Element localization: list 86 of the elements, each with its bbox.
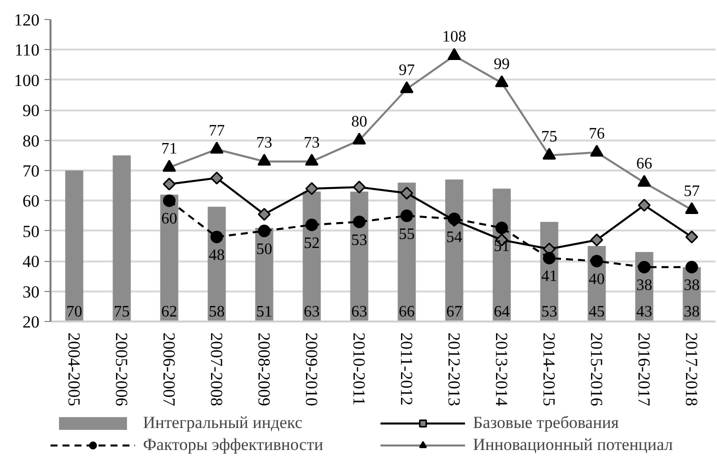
data-label: 80 (351, 113, 368, 130)
data-label: 99 (494, 56, 510, 73)
data-label: 66 (636, 156, 652, 173)
data-label: 77 (208, 122, 225, 140)
data-label: 60 (161, 210, 178, 228)
x-tick-label: 2012-2013 (444, 332, 464, 406)
y-tick-label: 30 (22, 282, 40, 302)
point (162, 178, 176, 190)
point (590, 234, 604, 246)
data-label: 38 (684, 277, 700, 294)
point (210, 172, 224, 184)
data-label: 43 (636, 304, 652, 320)
y-tick-label: 110 (14, 40, 40, 60)
x-tick-label: 2006-2007 (159, 332, 178, 407)
data-label: 75 (541, 128, 558, 146)
data-label: 51 (256, 304, 272, 320)
y-tick-label: 20 (22, 312, 40, 332)
y-tick-label: 50 (22, 222, 40, 241)
data-label: 50 (256, 240, 272, 258)
point (353, 216, 366, 228)
data-label: 67 (446, 304, 462, 320)
point (258, 224, 270, 238)
legend-label: Инновационный потенциал (473, 435, 674, 455)
data-label: 64 (494, 304, 510, 320)
x-tick-label: 2009-2010 (302, 332, 321, 406)
point (258, 208, 271, 221)
point (400, 210, 413, 222)
point (306, 218, 318, 232)
point (163, 194, 176, 207)
data-label: 71 (161, 140, 178, 158)
x-tick-label: 2005-2006 (112, 332, 131, 406)
legend-label: Базовые требования (473, 413, 620, 433)
point (543, 252, 556, 264)
point (305, 182, 318, 196)
data-label: 73 (304, 134, 320, 152)
data-label: 40 (588, 271, 605, 288)
data-label: 54 (446, 228, 462, 246)
data-label: 70 (66, 304, 82, 320)
data-label: 38 (684, 304, 700, 320)
x-tick-label: 2014-2015 (539, 332, 558, 406)
data-label: 53 (351, 232, 368, 249)
data-label: 45 (588, 304, 605, 320)
x-tick-label: 2015-2016 (586, 332, 606, 406)
data-label: 73 (256, 134, 272, 152)
y-tick-label: 90 (22, 101, 40, 120)
point (352, 180, 366, 194)
x-tick-label: 2016-2017 (634, 332, 654, 407)
data-label: 75 (114, 304, 130, 320)
data-label: 48 (208, 246, 225, 264)
x-tick-label: 2004-2005 (64, 332, 84, 406)
data-label: 55 (398, 226, 415, 243)
y-tick-label: 80 (22, 131, 40, 150)
data-label: 41 (541, 268, 558, 286)
point (590, 254, 603, 268)
data-label: 57 (684, 182, 700, 200)
point (638, 260, 650, 274)
data-label: 66 (398, 304, 415, 320)
data-label: 76 (588, 125, 605, 142)
x-tick-label: 2007-2008 (206, 332, 226, 406)
data-label: 97 (398, 62, 415, 79)
point (496, 222, 508, 234)
data-label: 53 (541, 304, 558, 320)
x-tick-label: 2013-2014 (492, 332, 511, 407)
data-label: 62 (161, 304, 178, 320)
data-label: 63 (304, 304, 320, 320)
point (685, 230, 698, 244)
y-tick-label: 60 (22, 192, 40, 211)
x-tick-label: 2011-2012 (396, 332, 416, 406)
point (638, 198, 651, 212)
legend-label: Интегральный индекс (143, 413, 304, 433)
legend-label: Факторы эффективности (143, 435, 324, 455)
y-tick-label: 70 (22, 162, 40, 180)
data-label: 52 (304, 234, 320, 252)
y-tick-label: 120 (14, 10, 40, 30)
point (686, 260, 698, 274)
point (400, 186, 414, 200)
data-label: 63 (351, 304, 368, 320)
data-label: 38 (636, 277, 652, 294)
x-tick-label: 2010-2011 (349, 332, 368, 406)
x-tick-label: 2008-2009 (254, 332, 274, 406)
x-tick-label: 2017-2018 (682, 332, 701, 406)
data-label: 108 (442, 28, 466, 46)
point (210, 230, 223, 244)
y-tick-label: 100 (14, 70, 40, 90)
data-label: 58 (208, 304, 225, 320)
y-tick-label: 40 (22, 252, 40, 272)
